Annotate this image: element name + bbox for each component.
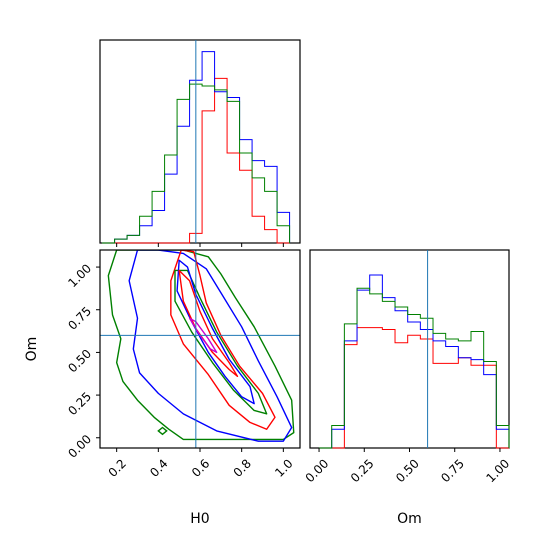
om-xtick-label: 1.00 — [484, 456, 513, 485]
h0-om-contour-panel: 0.2 0.4 0.6 0.8 1.0 0.00 0.25 0.50 0.75 1.00 H0 Om — [24, 249, 301, 527]
h0-xtick-label: 0.2 — [106, 456, 129, 479]
om-ytick-label: 1.00 — [65, 261, 94, 290]
om-xtick-label: 0.75 — [438, 456, 467, 485]
h0-histogram-panel — [99, 39, 301, 247]
om-histogram-panel: 0.00 0.25 0.50 0.75 1.00 Om — [303, 249, 513, 527]
om-ylabel: Om — [24, 337, 40, 362]
contour-blue-4 — [176, 259, 255, 405]
om-hist-green — [319, 287, 510, 449]
contour-group — [107, 250, 295, 442]
h0-xtick-label: 0.8 — [231, 456, 254, 479]
contour-green-island — [157, 426, 168, 436]
om-xtick-label: 0.25 — [348, 456, 377, 485]
h0-histogram-frame — [99, 39, 301, 244]
om-hist-blue — [319, 274, 510, 449]
om-xtick-label: 0.50 — [393, 456, 422, 485]
contour-blue-1 — [128, 250, 293, 442]
h0-xtick-label: 0.4 — [147, 456, 170, 479]
om-ytick-label: 0.25 — [65, 389, 94, 418]
om-ytick-label: 0.75 — [65, 304, 94, 333]
om-xlabel: Om — [397, 511, 422, 527]
contour-green-3 — [174, 269, 268, 415]
contour-red-2 — [170, 250, 276, 430]
om-ytick-label: 0.50 — [65, 347, 94, 376]
om-hist-red — [319, 327, 509, 449]
h0-hist-red — [102, 77, 290, 244]
om-xtick-label: 0.00 — [303, 456, 332, 485]
contour-green-0 — [107, 250, 295, 441]
h0-hist-green — [102, 83, 291, 244]
h0-xlabel: H0 — [190, 511, 209, 527]
h0-xtick-label: 1.0 — [272, 456, 295, 479]
om-histogram-frame — [309, 249, 510, 449]
h0-xtick-label: 0.6 — [189, 456, 212, 479]
om-ytick-label: 0.00 — [65, 432, 94, 461]
